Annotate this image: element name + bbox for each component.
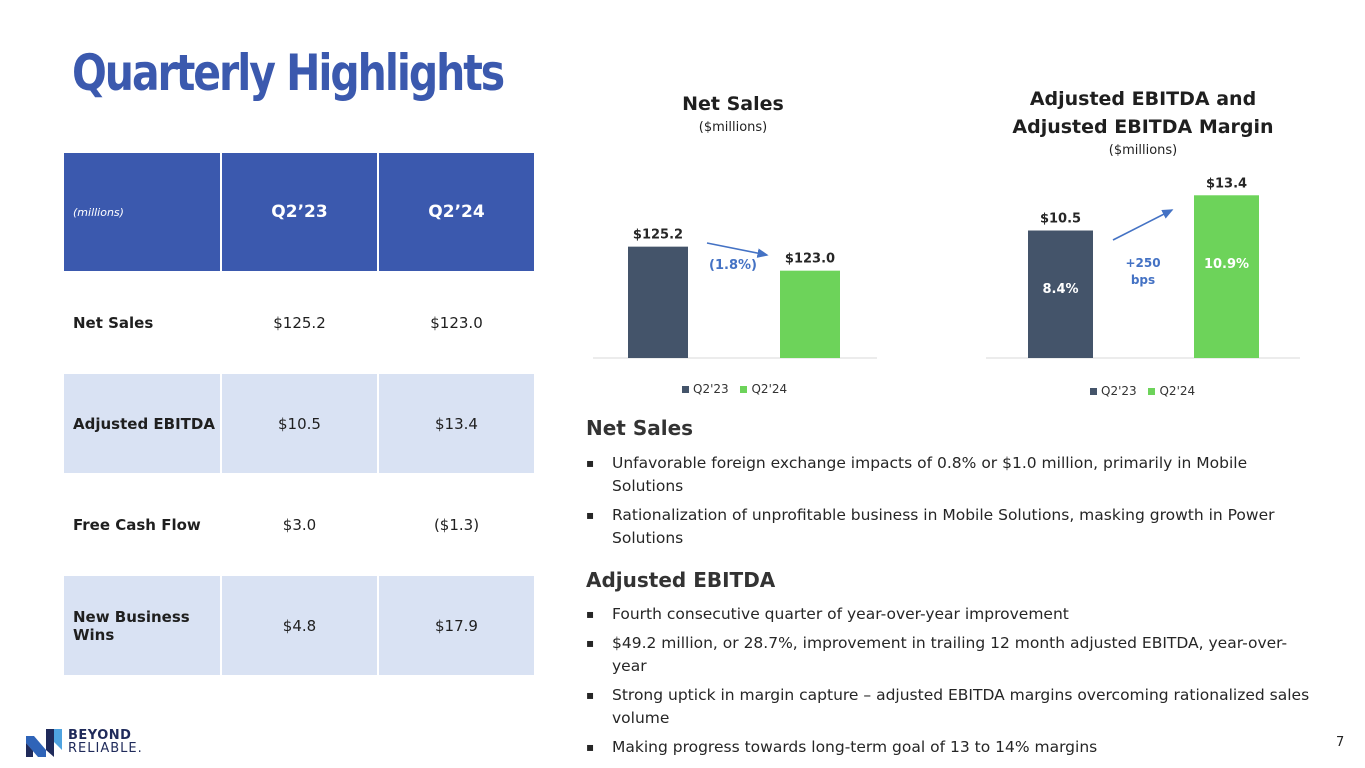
row-label: Adjusted EBITDA <box>62 372 222 475</box>
net-sales-bullets: Unfavorable foreign exchange impacts of … <box>586 452 1316 556</box>
legend-swatch-q2-24 <box>1148 388 1156 395</box>
logo-wordmark: BEYOND RELIABLE. <box>68 729 143 755</box>
table-row: Free Cash Flow $3.0 ($1.3) <box>62 473 536 576</box>
legend-swatch-q2-23 <box>1090 388 1097 395</box>
net-sales-subtitle: ($millions) <box>698 120 768 135</box>
row-label: New Business Wins <box>62 574 222 677</box>
net-sales-chart-title: Net Sales ($millions) <box>633 90 833 138</box>
data-label-q2-24: $123.0 <box>785 252 835 267</box>
ebitda-title-line-1: Adjusted EBITDA and <box>1029 88 1257 110</box>
table-header-q2-24: Q2’24 <box>377 151 536 273</box>
ebitda-subtitle: ($millions) <box>1108 143 1178 158</box>
row-value-q2-24: $13.4 <box>377 372 536 475</box>
table-row: Adjusted EBITDA $10.5 $13.4 <box>62 372 536 475</box>
bar-q2-24 <box>1194 195 1259 358</box>
legend-swatch-q2-24 <box>740 386 748 393</box>
ebitda-chart-title: Adjusted EBITDA and Adjusted EBITDA Marg… <box>993 85 1293 161</box>
page-title: Quarterly Highlights <box>72 44 505 102</box>
bps-annotation-line-1: +250 <box>1125 256 1160 270</box>
bar-q2-23 <box>628 246 688 358</box>
table-header-row: (millions) Q2’23 Q2’24 <box>62 151 536 273</box>
page-number: 7 <box>1336 735 1345 750</box>
list-item: Fourth consecutive quarter of year-over-… <box>586 603 1316 626</box>
table-header-q2-23: Q2’23 <box>220 151 379 273</box>
net-sales-chart: $125.2 $123.0 (1.8%) <box>593 228 877 359</box>
list-item: Making progress towards long-term goal o… <box>586 736 1316 759</box>
row-value-q2-24: $17.9 <box>377 574 536 677</box>
legend-label-q2-23: Q2'23 <box>1101 384 1137 398</box>
row-value-q2-23: $4.8 <box>220 574 379 677</box>
beyond-reliable-logo-icon <box>26 729 62 757</box>
table-row: New Business Wins $4.8 $17.9 <box>62 574 536 677</box>
list-item: Unfavorable foreign exchange impacts of … <box>586 452 1316 498</box>
ebitda-chart: $10.5 $13.4 8.4% 10.9% +250 bps <box>986 176 1300 359</box>
legend-swatch-q2-23 <box>682 386 689 393</box>
row-label: Net Sales <box>62 271 222 374</box>
row-value-q2-23: $10.5 <box>220 372 379 475</box>
ebitda-title-line-2: Adjusted EBITDA Margin <box>1012 116 1274 138</box>
net-sales-title: Net Sales <box>682 93 784 115</box>
net-sales-legend: Q2'23 Q2'24 <box>682 382 787 396</box>
data-label-q2-24: $13.4 <box>1206 176 1247 191</box>
row-value-q2-24: ($1.3) <box>377 473 536 576</box>
bar-q2-24 <box>780 270 840 358</box>
change-annotation: (1.8%) <box>709 258 757 273</box>
ebitda-heading: Adjusted EBITDA <box>586 568 776 592</box>
table-row: Net Sales $125.2 $123.0 <box>62 271 536 374</box>
margin-label-q2-23: 8.4% <box>1042 282 1078 297</box>
legend-label-q2-23: Q2'23 <box>693 382 729 396</box>
row-value-q2-23: $125.2 <box>220 271 379 374</box>
row-value-q2-23: $3.0 <box>220 473 379 576</box>
row-value-q2-24: $123.0 <box>377 271 536 374</box>
row-label: Free Cash Flow <box>62 473 222 576</box>
list-item: Rationalization of unprofitable business… <box>586 504 1316 550</box>
change-arrow-icon <box>1112 209 1174 241</box>
legend-label-q2-24: Q2'24 <box>751 382 788 396</box>
table-header-units: (millions) <box>62 151 222 273</box>
margin-label-q2-24: 10.9% <box>1204 257 1249 272</box>
change-arrow-icon <box>706 242 769 258</box>
bar-q2-23 <box>1028 230 1093 358</box>
logo-line-1: BEYOND <box>68 728 132 743</box>
data-label-q2-23: $125.2 <box>633 228 683 243</box>
logo-line-2: RELIABLE. <box>68 741 143 756</box>
net-sales-heading: Net Sales <box>586 416 694 440</box>
list-item: Strong uptick in margin capture – adjust… <box>586 684 1316 730</box>
highlights-table: (millions) Q2’23 Q2’24 Net Sales $125.2 … <box>62 151 536 677</box>
legend-label-q2-24: Q2'24 <box>1159 384 1196 398</box>
data-label-q2-23: $10.5 <box>1040 212 1081 227</box>
ebitda-bullets: Fourth consecutive quarter of year-over-… <box>586 603 1316 765</box>
list-item: $49.2 million, or 28.7%, improvement in … <box>586 632 1316 678</box>
ebitda-legend: Q2'23 Q2'24 <box>1090 384 1195 398</box>
bps-annotation-line-2: bps <box>1131 273 1155 287</box>
